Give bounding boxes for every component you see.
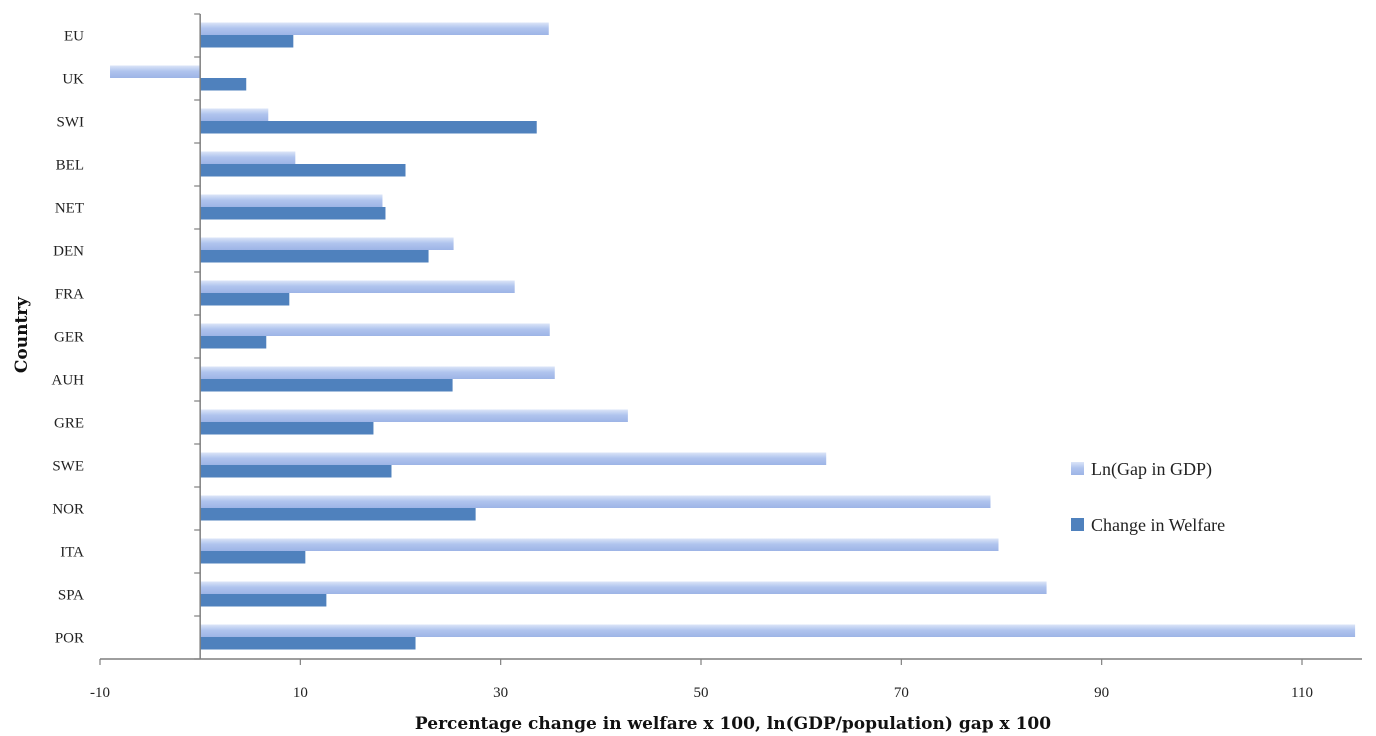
welfare-bar-swe [200,465,392,478]
legend: Ln(Gap in GDP) Change in Welfare [1071,459,1225,535]
welfare-bar-auh [200,379,453,392]
welfare-bar-net [200,207,386,220]
x-tick-label: 110 [1291,685,1313,701]
welfare-bar-fra [200,293,290,306]
x-tick-label: 70 [894,685,909,701]
welfare-bar-bel [200,164,406,177]
gdp-gap-bar-por [200,624,1356,637]
gdp-gap-bar-ger [200,323,550,336]
y-tick-label-eu: EU [64,29,84,45]
x-axis-ticks: -10 10 30 50 70 90 110 [90,659,1313,701]
y-tick-label-fra: FRA [55,287,84,303]
legend-label-gdp-gap: Ln(Gap in GDP) [1091,459,1212,480]
gdp-gap-bar-fra [200,280,515,293]
gdp-gap-bar-swe [200,452,827,465]
welfare-bar-uk [200,78,247,91]
gdp-gap-bar-ita [200,538,999,551]
y-tick-label-spa: SPA [58,588,84,604]
legend-swatch-welfare [1071,518,1084,531]
y-tick-label-ger: GER [54,330,84,346]
welfare-bar-den [200,250,429,263]
gdp-gap-bar-swi [200,108,269,121]
welfare-bar-eu [200,35,294,48]
x-tick-label: -10 [90,685,110,701]
x-axis-title: Percentage change in welfare x 100, ln(G… [415,714,1051,734]
y-axis-title: Country [12,296,32,373]
gdp-gap-bar-den [200,237,454,250]
legend-label-welfare: Change in Welfare [1091,515,1225,535]
welfare-bar-swi [200,121,537,134]
welfare-bar-ita [200,551,306,564]
gdp-gap-bar-gre [200,409,628,422]
gdp-gap-bar-net [200,194,383,207]
gdp-gap-bar-uk [110,65,201,78]
welfare-bar-spa [200,594,327,607]
y-tick-label-bel: BEL [56,158,84,174]
y-tick-label-swi: SWI [57,115,85,131]
y-tick-label-ita: ITA [60,545,84,561]
welfare-bar-por [200,637,416,650]
bars-group [110,22,1356,650]
y-tick-label-uk: UK [62,72,84,88]
x-tick-label: 30 [493,685,508,701]
welfare-bar-ger [200,336,267,349]
y-tick-label-gre: GRE [54,416,84,432]
welfare-bar-gre [200,422,374,435]
gdp-gap-bar-bel [200,151,296,164]
y-tick-label-por: POR [55,631,84,647]
y-tick-label-swe: SWE [52,459,84,475]
x-tick-label: 10 [293,685,308,701]
welfare-bar-nor [200,508,476,521]
gdp-gap-bar-spa [200,581,1047,594]
gdp-gap-bar-auh [200,366,555,379]
y-tick-label-auh: AUH [52,373,85,389]
legend-swatch-gdp-gap [1071,462,1084,475]
x-tick-label: 90 [1094,685,1109,701]
x-tick-label: 50 [694,685,709,701]
y-tick-label-net: NET [55,201,84,217]
gdp-gap-bar-nor [200,495,991,508]
y-tick-label-den: DEN [53,244,84,260]
gdp-gap-bar-eu [200,22,549,35]
y-axis-ticks: EU UK SWI BEL NET DEN FRA GER AUH GRE SWE NOR ITA SPA… [52,13,201,660]
y-tick-label-nor: NOR [52,502,84,518]
